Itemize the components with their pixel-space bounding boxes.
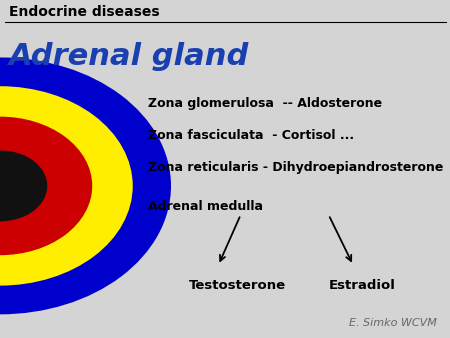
Wedge shape [0, 150, 47, 221]
Text: Zona glomerulosa  -- Aldosterone: Zona glomerulosa -- Aldosterone [148, 97, 382, 110]
Text: Testosterone: Testosterone [189, 279, 286, 292]
Text: Adrenal medulla: Adrenal medulla [148, 200, 264, 213]
Wedge shape [0, 117, 92, 255]
Text: E. Simko WCVM: E. Simko WCVM [349, 318, 436, 328]
Text: Estradiol: Estradiol [328, 279, 396, 292]
Text: Zona fasciculata  - Cortisol ...: Zona fasciculata - Cortisol ... [148, 129, 355, 142]
Text: Endocrine diseases: Endocrine diseases [9, 5, 160, 19]
Wedge shape [0, 86, 133, 286]
Text: Adrenal gland: Adrenal gland [9, 42, 249, 71]
Wedge shape [0, 57, 171, 314]
Text: Zona reticularis - Dihydroepiandrosterone: Zona reticularis - Dihydroepiandrosteron… [148, 161, 444, 174]
